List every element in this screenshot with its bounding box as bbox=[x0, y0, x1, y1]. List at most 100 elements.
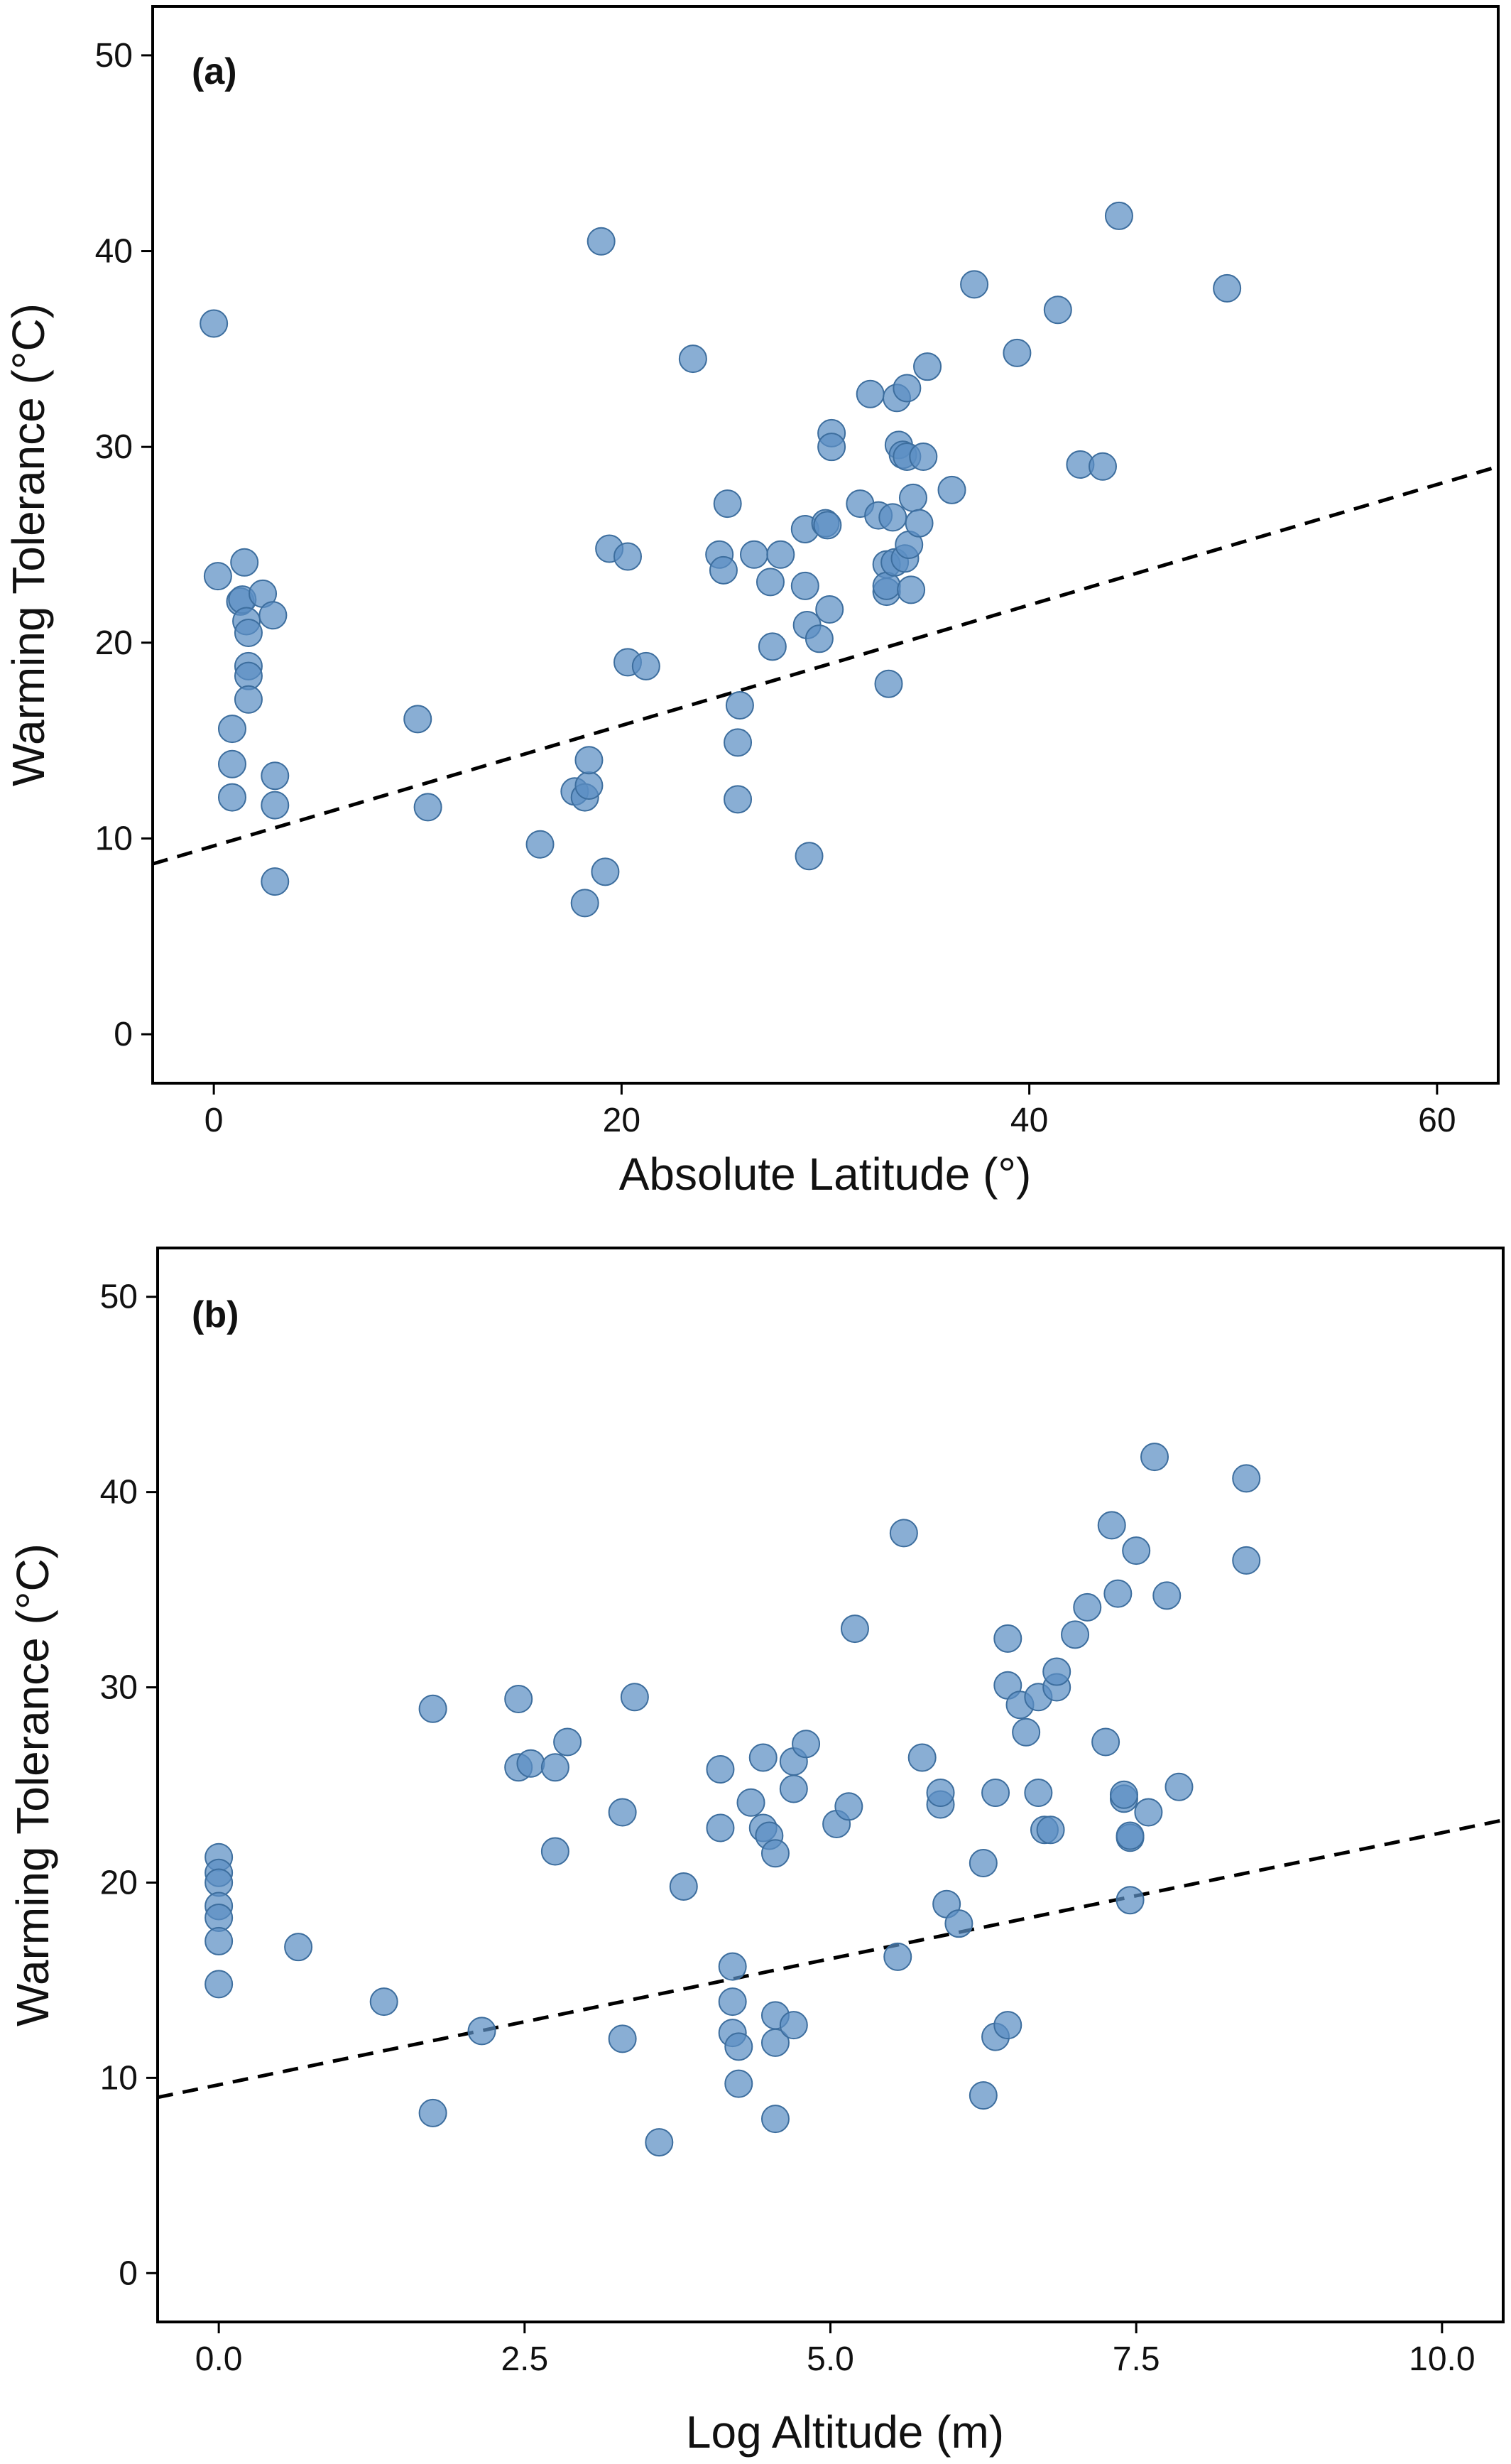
y-tick-label: 30 bbox=[95, 428, 133, 466]
data-point bbox=[840, 1614, 869, 1644]
data-point bbox=[1115, 1886, 1145, 1915]
data-point bbox=[217, 715, 246, 744]
data-point bbox=[1097, 1511, 1126, 1540]
data-point bbox=[574, 771, 604, 800]
y-tick-label: 0 bbox=[119, 2254, 138, 2292]
data-point bbox=[553, 1727, 582, 1757]
data-point bbox=[467, 2017, 496, 2046]
y-tick-label: 0 bbox=[114, 1016, 133, 1053]
y-tick-label: 10 bbox=[100, 2059, 138, 2097]
xticks-b: 0.0 2.5 5.0 7.5 10.0 bbox=[195, 2322, 1475, 2378]
x-tick-label: 20 bbox=[603, 1102, 640, 1139]
data-point bbox=[669, 1872, 698, 1901]
data-point bbox=[1109, 1780, 1138, 1809]
data-point bbox=[204, 1970, 234, 1999]
y-tick-label: 10 bbox=[95, 820, 133, 857]
trendline-a bbox=[152, 465, 1499, 866]
data-point bbox=[748, 1743, 778, 1772]
data-point bbox=[1088, 452, 1117, 481]
yticks-a: 0 10 20 30 40 50 bbox=[95, 37, 153, 1053]
data-point bbox=[993, 2011, 1022, 2040]
trend-line bbox=[157, 1818, 1504, 2100]
data-point bbox=[608, 1798, 637, 1827]
y-tick-label: 30 bbox=[100, 1669, 138, 1707]
data-point bbox=[795, 842, 824, 871]
y-tick-label: 50 bbox=[100, 1279, 138, 1316]
x-tick-label: 2.5 bbox=[501, 2340, 548, 2378]
x-axis-label: Absolute Latitude (°) bbox=[619, 1149, 1032, 1200]
data-point bbox=[613, 542, 642, 571]
data-point bbox=[937, 475, 966, 504]
panel-label: (b) bbox=[192, 1294, 239, 1335]
y-tick-label: 50 bbox=[95, 37, 133, 75]
data-point bbox=[217, 749, 246, 778]
data-point bbox=[540, 1753, 569, 1782]
x-tick-label: 10.0 bbox=[1409, 2340, 1475, 2378]
data-point bbox=[1103, 1579, 1133, 1608]
data-point bbox=[913, 352, 942, 381]
x-tick-label: 0 bbox=[204, 1102, 224, 1139]
data-point bbox=[706, 1813, 735, 1842]
data-point bbox=[1091, 1727, 1120, 1757]
x-axis-label: Log Altitude (m) bbox=[686, 2406, 1004, 2458]
data-point bbox=[718, 1987, 747, 2017]
data-point bbox=[516, 1749, 545, 1778]
data-point bbox=[758, 632, 787, 661]
points-a bbox=[200, 201, 1242, 918]
y-tick-label: 40 bbox=[100, 1474, 138, 1511]
data-point bbox=[897, 575, 926, 604]
data-point bbox=[1042, 1657, 1071, 1686]
data-point bbox=[620, 1683, 649, 1712]
plot-frame bbox=[151, 5, 1500, 1085]
data-point bbox=[760, 2105, 790, 2134]
data-point bbox=[898, 483, 927, 512]
data-point bbox=[678, 344, 707, 374]
data-point bbox=[817, 433, 846, 462]
data-point bbox=[813, 511, 842, 540]
data-point bbox=[779, 2011, 808, 2040]
data-point bbox=[709, 555, 738, 585]
data-point bbox=[969, 2081, 998, 2110]
plot-frame bbox=[156, 1247, 1505, 2323]
data-point bbox=[724, 2069, 753, 2098]
panel-a: 0 20 40 60 0 10 20 30 40 50 (a) Absolute Latitud… bbox=[3, 5, 1500, 1200]
data-point bbox=[413, 793, 442, 822]
data-point bbox=[200, 309, 229, 338]
data-point bbox=[1012, 1717, 1041, 1747]
data-point bbox=[418, 1694, 447, 1723]
data-point bbox=[1152, 1581, 1182, 1610]
data-point bbox=[1122, 1536, 1151, 1565]
data-point bbox=[1036, 1816, 1065, 1845]
x-tick-label: 0.0 bbox=[195, 2340, 243, 2378]
data-point bbox=[792, 1730, 821, 1759]
data-point bbox=[230, 548, 259, 577]
data-point bbox=[713, 489, 742, 519]
data-point bbox=[874, 669, 903, 698]
data-point bbox=[909, 442, 938, 471]
data-point bbox=[736, 1788, 765, 1817]
data-point bbox=[217, 783, 246, 812]
data-point bbox=[724, 2032, 753, 2061]
data-point bbox=[760, 1839, 790, 1868]
data-point bbox=[1164, 1772, 1194, 1801]
data-point bbox=[591, 857, 620, 886]
data-point bbox=[418, 2098, 447, 2127]
data-point bbox=[587, 227, 616, 256]
data-point bbox=[878, 503, 907, 532]
data-point bbox=[234, 619, 263, 648]
xticks-a: 0 20 40 60 bbox=[204, 1083, 1456, 1139]
y-axis-label: Warming Tolerance (°C) bbox=[7, 1543, 58, 2026]
data-point bbox=[1061, 1620, 1090, 1649]
data-point bbox=[284, 1933, 313, 1962]
data-point bbox=[779, 1774, 808, 1803]
data-point bbox=[608, 2024, 637, 2053]
y-tick-label: 20 bbox=[95, 624, 133, 662]
x-tick-label: 5.0 bbox=[807, 2340, 854, 2378]
data-point bbox=[907, 1743, 937, 1772]
panel-label: (a) bbox=[192, 51, 237, 92]
data-point bbox=[960, 270, 989, 299]
yticks-b: 0 10 20 30 40 50 bbox=[100, 1279, 158, 2292]
data-point bbox=[261, 867, 290, 896]
data-point bbox=[724, 785, 753, 814]
data-point bbox=[574, 746, 604, 775]
